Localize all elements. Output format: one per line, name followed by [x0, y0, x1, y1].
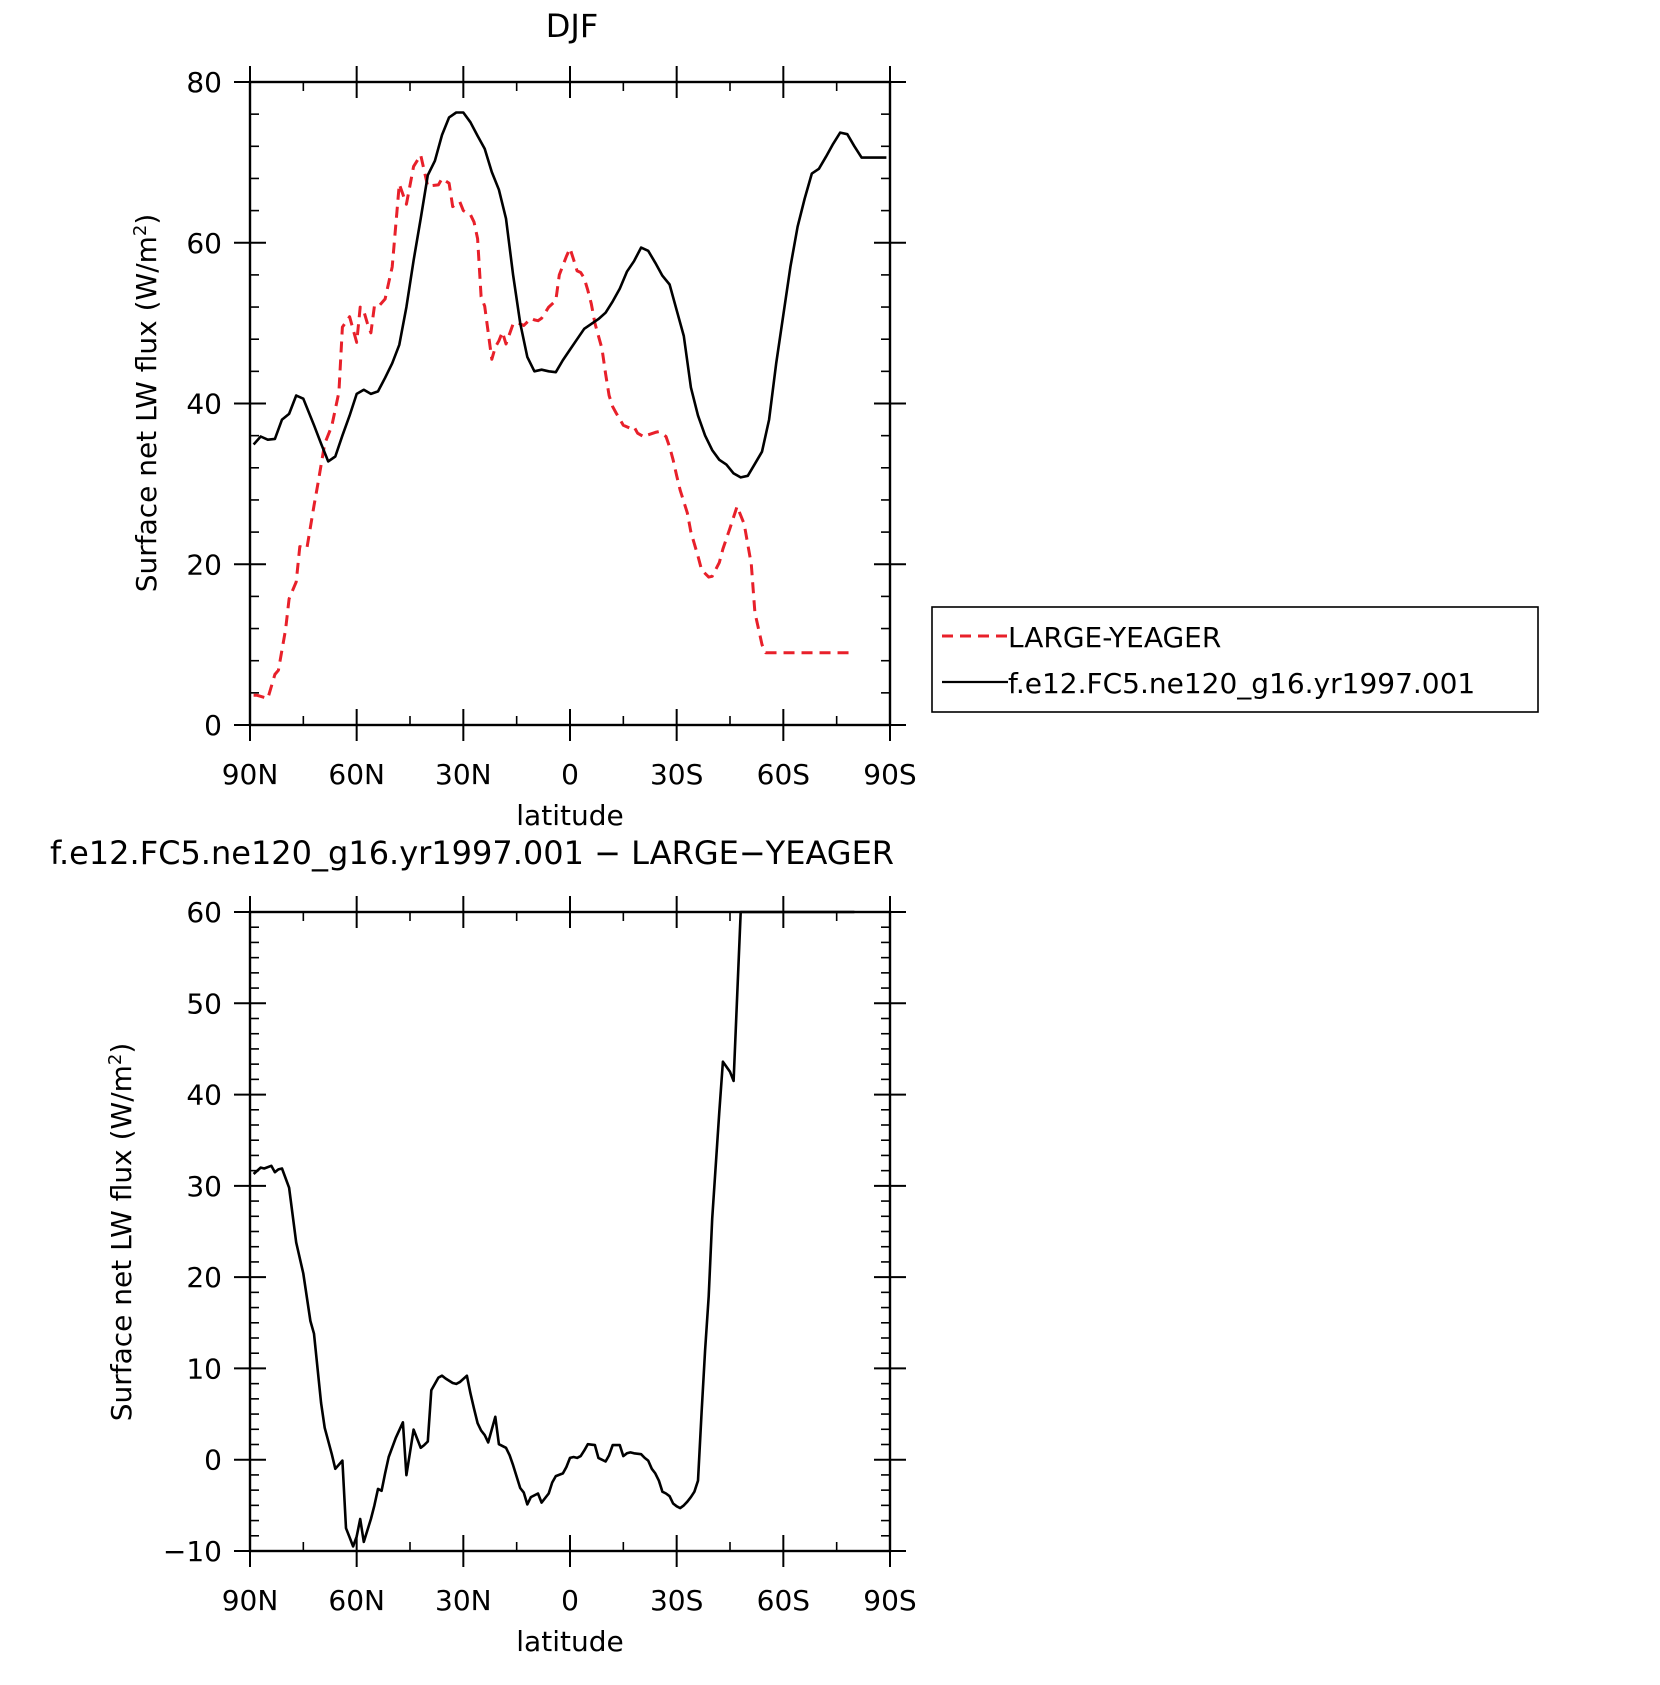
top-panel-ylabel: Surface net LW flux (W/m2) — [130, 214, 164, 593]
y-tick-label: 0 — [204, 709, 222, 742]
x-tick-label: 60S — [757, 1584, 810, 1617]
y-tick-label: 40 — [186, 1079, 222, 1112]
bottom-panel-y-tick-labels: −10 0 10 20 30 40 50 60 — [163, 896, 222, 1568]
x-tick-label: 30S — [650, 1584, 703, 1617]
x-tick-label: 90N — [222, 758, 279, 791]
y-tick-label: 20 — [186, 1261, 222, 1294]
bottom-panel-x-tick-labels: 90N 60N 30N 0 30S 60S 90S — [222, 1584, 917, 1617]
y-tick-label: 80 — [186, 66, 222, 99]
series-line-f-e12-fc5-ne120-g16-yr1997-001 — [252, 111, 887, 479]
x-tick-label: 90S — [863, 1584, 916, 1617]
y-tick-label: 40 — [186, 388, 222, 421]
top-panel-title: DJF — [546, 7, 598, 45]
top-panel-series — [252, 111, 887, 700]
y-tick-label: 60 — [186, 896, 222, 929]
series-line-large-yeager — [253, 153, 851, 700]
x-tick-label: 60N — [328, 1584, 385, 1617]
top-panel-y-tick-labels: 0 20 40 60 80 — [186, 66, 222, 742]
legend-box — [931, 606, 1539, 713]
y-tick-label: 60 — [186, 227, 222, 260]
x-tick-label: 60S — [757, 758, 810, 791]
x-tick-label: 0 — [561, 758, 579, 791]
x-tick-label: 30N — [435, 758, 492, 791]
legend: LARGE-YEAGER f.e12.FC5.ne120_g16.yr1997.… — [931, 606, 1539, 713]
y-tick-label: 10 — [186, 1352, 222, 1385]
y-tick-label: 0 — [204, 1444, 222, 1477]
y-tick-label: 20 — [186, 548, 222, 581]
y-tick-label: 30 — [186, 1170, 222, 1203]
x-tick-label: 60N — [328, 758, 385, 791]
x-tick-label: 30N — [435, 1584, 492, 1617]
bottom-panel-ylabel: Surface net LW flux (W/m2) — [105, 1043, 139, 1422]
bottom-panel-frame — [248, 910, 892, 1553]
legend-label-large-yeager: LARGE-YEAGER — [1008, 621, 1221, 654]
x-tick-label: 0 — [561, 1584, 579, 1617]
bottom-panel-xlabel: latitude — [516, 1625, 623, 1658]
top-panel-xlabel: latitude — [516, 799, 623, 832]
bottom-panel-difference: f.e12.FC5.ne120_g16.yr1997.001 − LARGE−Y… — [50, 834, 917, 1658]
y-tick-label: 50 — [186, 987, 222, 1020]
x-tick-label: 30S — [650, 758, 703, 791]
bottom-panel-title: f.e12.FC5.ne120_g16.yr1997.001 − LARGE−Y… — [50, 834, 894, 872]
top-panel-x-tick-labels: 90N 60N 30N 0 30S 60S 90S — [222, 758, 917, 791]
legend-label-model: f.e12.FC5.ne120_g16.yr1997.001 — [1008, 667, 1475, 700]
top-panel-frame — [248, 80, 892, 727]
x-tick-label: 90S — [863, 758, 916, 791]
y-tick-label: −10 — [163, 1535, 222, 1568]
x-tick-label: 90N — [222, 1584, 279, 1617]
top-panel-djf: DJF 0 20 40 60 80 90N 60N 30N 0 30S 60S 90S latitu… — [130, 7, 1539, 832]
